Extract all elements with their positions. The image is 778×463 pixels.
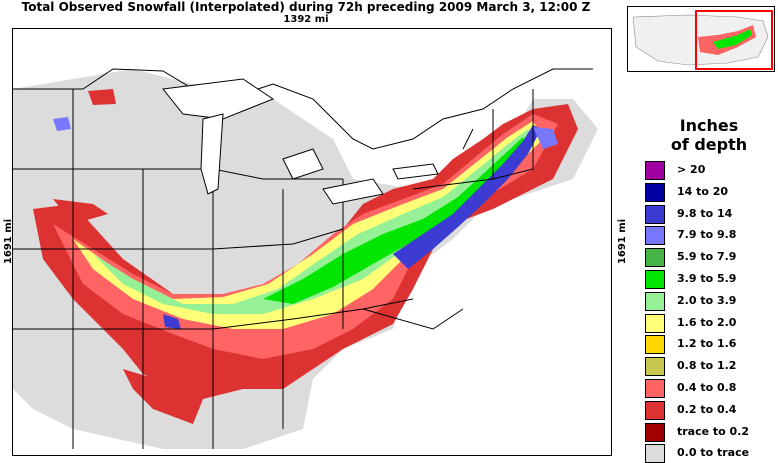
legend-label: 2.0 to 3.9 <box>677 293 737 307</box>
legend-swatch <box>645 204 665 224</box>
map-title: Total Observed Snowfall (Interpolated) d… <box>21 0 591 14</box>
legend-swatch <box>645 313 665 333</box>
inset-highlight-box <box>695 10 773 70</box>
legend-item: 3.9 to 5.9 <box>645 269 778 289</box>
legend-label: 14 to 20 <box>677 184 729 198</box>
moderate-snow-band <box>53 114 558 359</box>
legend-item: 0.2 to 0.4 <box>645 400 778 420</box>
legend-item: 14 to 20 <box>645 182 778 202</box>
legend-label: 5.9 to 7.9 <box>677 250 737 264</box>
legend-swatch <box>645 422 665 442</box>
bright-green-band <box>263 137 528 304</box>
legend-label: 0.8 to 1.2 <box>677 359 737 373</box>
legend-item: 0.0 to trace <box>645 443 778 463</box>
legend-label: 1.2 to 1.6 <box>677 337 737 351</box>
legend-title-line1: Inches <box>679 116 739 135</box>
legend-item: 0.4 to 0.8 <box>645 378 778 398</box>
legend-swatch <box>645 379 665 398</box>
legend-item: 1.2 to 1.6 <box>645 334 778 355</box>
legend-swatch <box>645 444 665 463</box>
legend-title-line2: of depth <box>670 135 748 154</box>
legend-item: 2.0 to 3.9 <box>645 291 778 311</box>
legend-label: 9.8 to 14 <box>677 206 733 220</box>
legend-item: trace to 0.2 <box>645 422 778 442</box>
legend-label: > 20 <box>677 163 706 176</box>
legend-swatch <box>645 182 665 202</box>
width-scale-label: 1392 mi <box>283 14 329 25</box>
legend-label: 3.9 to 5.9 <box>677 272 737 285</box>
legend-swatch <box>645 270 665 289</box>
heavy-snow-band <box>163 125 541 329</box>
legend-swatch <box>645 226 665 246</box>
legend-label: 0.0 to trace <box>677 446 750 460</box>
legend-swatch <box>645 248 665 268</box>
inset-map-graphic <box>632 10 773 70</box>
very-heavy-snow <box>53 117 558 149</box>
snowfall-map-graphic <box>13 68 598 449</box>
height-scale-label-right: 1691 mi <box>617 218 629 265</box>
legend-item: 1.6 to 2.0 <box>645 313 778 333</box>
great-lakes <box>162 78 439 205</box>
legend-item: 5.9 to 7.9 <box>645 247 778 268</box>
legend-label: 1.6 to 2.0 <box>677 315 737 329</box>
locator-inset-map <box>627 6 775 72</box>
legend-item: 9.8 to 14 <box>645 204 778 224</box>
legend-swatch <box>645 161 665 180</box>
legend-label: 0.2 to 0.4 <box>677 402 737 416</box>
snowfall-map <box>12 28 612 456</box>
legend-swatch <box>645 291 665 311</box>
legend-label: 0.4 to 0.8 <box>677 381 737 394</box>
legend-swatch <box>645 335 665 355</box>
legend-swatch <box>645 357 665 377</box>
legend-item: 0.8 to 1.2 <box>645 356 778 377</box>
legend-item: > 20 <box>645 160 778 180</box>
legend-item: 7.9 to 9.8 <box>645 225 778 246</box>
legend-swatch <box>645 400 665 420</box>
legend-label: trace to 0.2 <box>677 424 750 438</box>
legend-label: 7.9 to 9.8 <box>677 228 737 242</box>
